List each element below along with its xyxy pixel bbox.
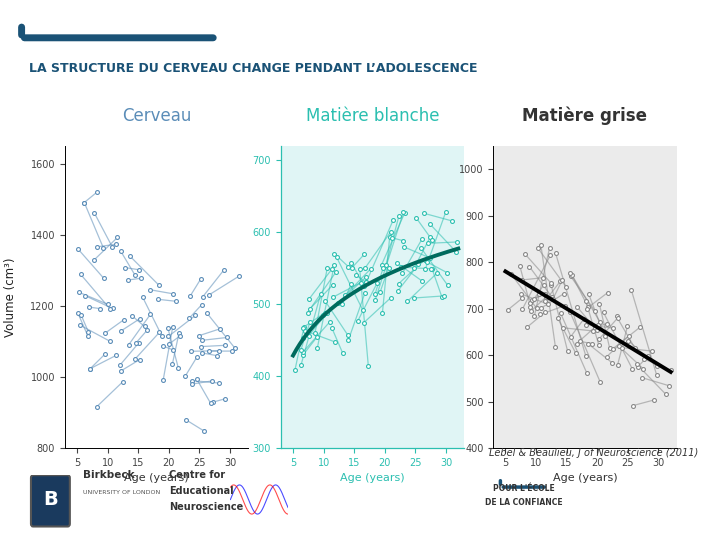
Text: Matière grise: Matière grise — [523, 107, 647, 125]
Text: Matière blanche: Matière blanche — [306, 107, 439, 125]
Text: Birkbeck: Birkbeck — [83, 470, 135, 480]
Text: Cerveau: Cerveau — [122, 107, 192, 125]
Text: Neuroscience: Neuroscience — [169, 502, 243, 512]
Text: POUR L'ÉCOLE: POUR L'ÉCOLE — [493, 484, 555, 494]
Text: LA STRUCTURE DU CERVEAU CHANGE PENDANT L’ADOLESCENCE: LA STRUCTURE DU CERVEAU CHANGE PENDANT L… — [29, 62, 477, 75]
Text: Educational: Educational — [169, 486, 234, 496]
X-axis label: Age (years): Age (years) — [553, 474, 617, 483]
Text: UNIVERSITY OF LONDON: UNIVERSITY OF LONDON — [83, 490, 160, 495]
Text: DE LA CONFIANCE: DE LA CONFIANCE — [485, 498, 563, 507]
X-axis label: Age (years): Age (years) — [341, 474, 405, 483]
Text: Lebel & Beaulieu, J of Neuroscience (2011): Lebel & Beaulieu, J of Neuroscience (201… — [489, 448, 698, 458]
Text: Centre for: Centre for — [169, 470, 225, 480]
Text: B: B — [43, 490, 58, 509]
X-axis label: Age (years): Age (years) — [125, 474, 189, 483]
Text: Volume (cm³): Volume (cm³) — [4, 257, 17, 337]
FancyBboxPatch shape — [31, 475, 70, 526]
